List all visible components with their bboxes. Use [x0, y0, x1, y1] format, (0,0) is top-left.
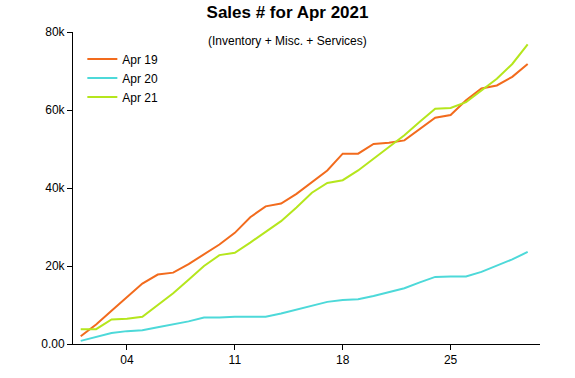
svg-text:11: 11 [229, 353, 242, 367]
svg-text:(Inventory + Misc. + Services): (Inventory + Misc. + Services) [208, 34, 367, 48]
svg-text:Sales # for Apr 2021: Sales # for Apr 2021 [207, 3, 369, 22]
svg-text:Apr 20: Apr 20 [122, 72, 158, 86]
svg-text:Apr 19: Apr 19 [122, 53, 158, 67]
svg-text:04: 04 [120, 353, 134, 367]
svg-text:20k: 20k [45, 259, 65, 273]
svg-text:60k: 60k [45, 103, 65, 117]
svg-text:Apr 21: Apr 21 [122, 91, 158, 105]
svg-text:40k: 40k [45, 181, 65, 195]
svg-text:25: 25 [444, 353, 458, 367]
svg-text:18: 18 [336, 353, 350, 367]
svg-text:80k: 80k [45, 25, 65, 39]
svg-text:0.00: 0.00 [41, 337, 65, 351]
